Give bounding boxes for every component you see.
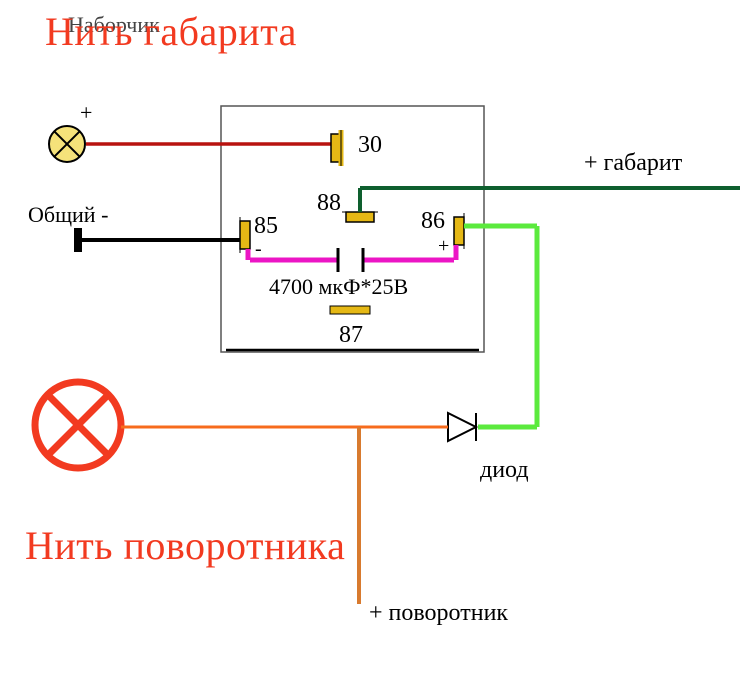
title-bottom: Нить поворотника [25, 522, 345, 569]
label-diod: диод [480, 457, 529, 484]
pin-30: 30 [358, 132, 382, 159]
label-plus-30: + [80, 100, 92, 126]
circuit-diagram [0, 0, 750, 683]
label-common: Общий - [28, 202, 108, 228]
label-plus-gabarit: + габарит [584, 150, 682, 177]
sign-plus-86: + [438, 235, 449, 258]
label-plus-povorotnik: + поворотник [369, 600, 508, 627]
label-capacitor: 4700 мкФ*25В [269, 274, 408, 300]
sign-minus-85: - [255, 238, 262, 261]
pin-87: 87 [339, 322, 363, 349]
title-top: Нить габарита [45, 8, 297, 55]
pin-85: 85 [254, 213, 278, 240]
pin-86: 86 [421, 208, 445, 235]
pin-88: 88 [317, 190, 341, 217]
